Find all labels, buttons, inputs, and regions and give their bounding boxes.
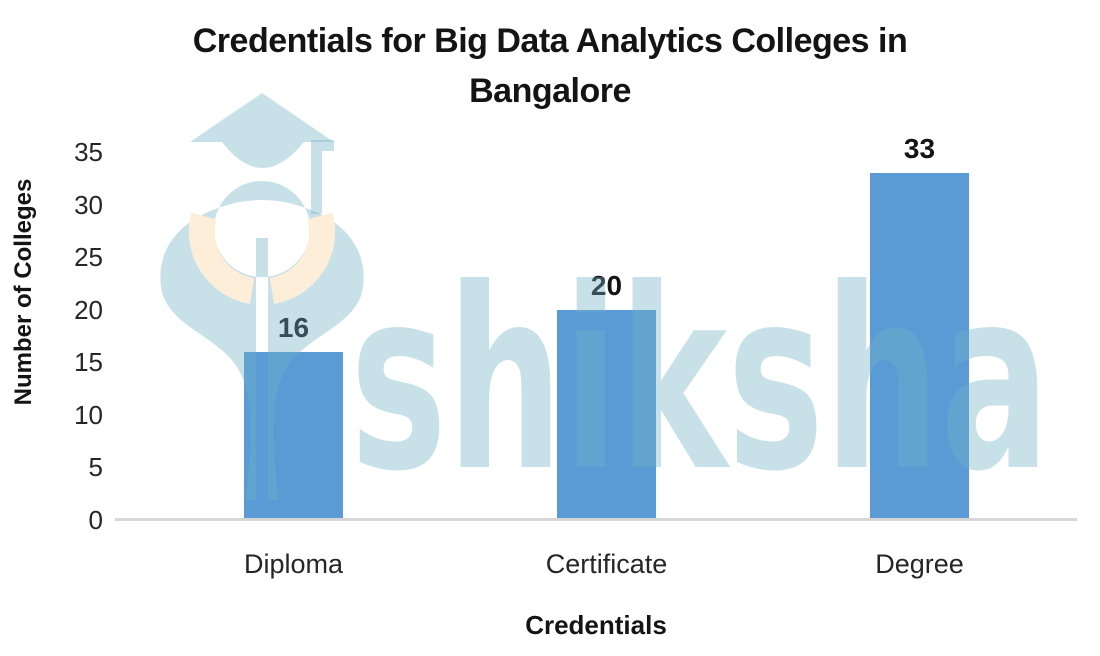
x-axis-title: Credentials <box>525 610 667 640</box>
bar-certificate <box>557 309 656 520</box>
bar-value-certificate: 20 <box>590 269 623 301</box>
cap-tassel-shape <box>311 140 334 214</box>
y-tick-0: 0 <box>88 505 103 535</box>
y-tick-15: 15 <box>74 347 103 378</box>
y-tick-35: 35 <box>74 137 103 167</box>
bar-degree <box>870 173 969 520</box>
x-tick-degree: Degree <box>875 549 964 579</box>
bar-value-diploma: 16 <box>277 311 310 343</box>
y-tick-20: 20 <box>74 294 103 325</box>
bar-diploma <box>244 351 343 520</box>
chart-title-line2: Bangalore <box>469 72 631 110</box>
collar-left-arc <box>188 212 255 304</box>
y-tick-5: 5 <box>88 452 103 483</box>
cap-crown-shape <box>222 142 304 168</box>
x-tick-diploma: Diploma <box>243 549 344 579</box>
y-tick-30: 30 <box>74 189 103 220</box>
y-axis-title: Number of Colleges <box>10 178 37 406</box>
chart-title-line1: Credentials for Big Data Analytics Colle… <box>192 22 908 60</box>
y-tick-10: 10 <box>74 399 103 430</box>
bar-value-degree: 33 <box>903 133 936 165</box>
y-tick-25: 25 <box>74 242 103 273</box>
collar-right-arc <box>269 212 336 304</box>
x-tick-certificate: Certificate <box>545 549 668 579</box>
x-axis-line <box>115 518 1077 521</box>
chart-title: Credentials for Big Data Analytics Colle… <box>0 16 1100 116</box>
